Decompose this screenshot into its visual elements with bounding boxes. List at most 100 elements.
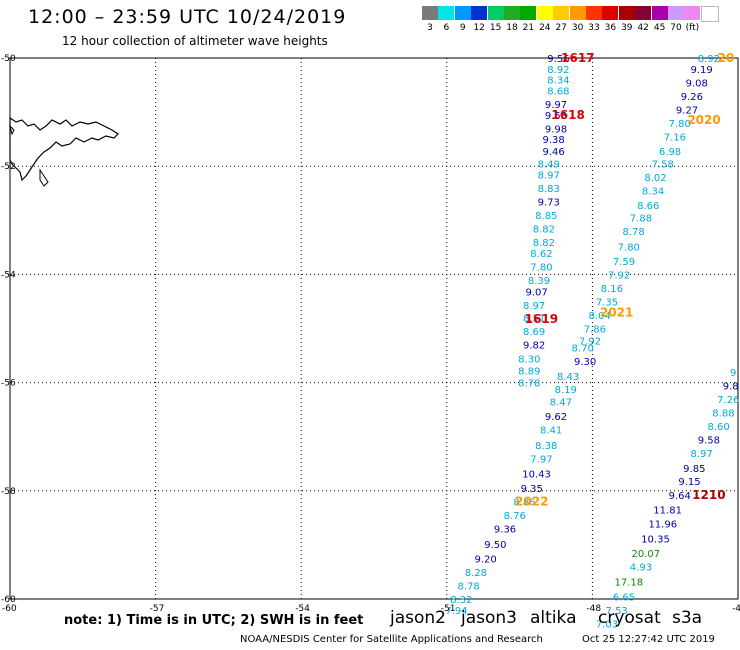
- colorbar-swatch: [520, 6, 537, 20]
- wave-height-value: 20.07: [631, 549, 660, 560]
- map-frame: [9, 57, 739, 600]
- map-subtitle: 12 hour collection of altimeter wave hei…: [62, 34, 328, 48]
- wave-height-value: 7.16: [664, 132, 686, 143]
- wave-height-value: 9.08: [686, 78, 708, 89]
- colorbar-swatch: [487, 6, 504, 20]
- wave-height-value: 8.70: [572, 343, 594, 354]
- wave-height-value: 8.78: [623, 227, 645, 238]
- wave-height-value: 8.34: [642, 187, 664, 198]
- wave-height-value: 8.86: [513, 498, 535, 509]
- wave-height-value: 8.02: [644, 173, 666, 184]
- satellite-s3a-label: s3a: [672, 608, 703, 628]
- wave-height-value: 9.82: [523, 341, 545, 352]
- colorbar-label: 15: [489, 23, 502, 33]
- colorbar-swatch: [536, 6, 553, 20]
- wave-height-value: 9.46: [542, 147, 564, 158]
- wave-height-value: 8.60: [707, 422, 729, 433]
- wave-height-value: 8.19: [555, 385, 577, 396]
- map-title: 12:00 – 23:59 UTC 10/24/2019: [28, 6, 347, 28]
- wave-height-value: 8.16: [601, 284, 623, 295]
- latitude-tick-label: -52: [1, 162, 16, 172]
- wave-height-value: 7.53: [606, 606, 628, 617]
- wave-height-value: 9.64: [669, 491, 691, 502]
- colorbar-label: 9: [459, 23, 466, 33]
- wave-height-value: 9.07: [525, 288, 547, 299]
- wave-height-value: 8.49: [538, 159, 560, 170]
- colorbar-label: 3: [427, 23, 433, 33]
- satellite-altika-label: altika: [530, 608, 577, 628]
- colorbar-label: 70: [670, 23, 682, 33]
- wave-height-value: 8.30: [518, 354, 540, 365]
- colorbar-label: 24: [539, 23, 551, 33]
- falkland-islands-outline: [9, 116, 119, 182]
- wave-height-value: 9.20: [474, 554, 496, 565]
- colorbar-swatch: [651, 6, 668, 20]
- colorbar-label: 18: [506, 23, 518, 33]
- wave-height-value: 11.96: [648, 519, 677, 530]
- wave-height-value: 8.78: [458, 581, 480, 592]
- colorbar-swatch: [700, 6, 719, 22]
- colorbar-swatch: [438, 6, 455, 20]
- colorbar-label: 39: [621, 23, 633, 33]
- colorbar-label: 33: [588, 23, 600, 33]
- wave-height-value: 8.41: [540, 426, 562, 437]
- latitude-tick-label: -60: [1, 595, 16, 605]
- longitude-tick-label: -60: [2, 604, 17, 614]
- footer-note: note: 1) Time is in UTC; 2) SWH is in fe…: [64, 613, 364, 628]
- colorbar-swatch: [684, 6, 701, 20]
- wave-height-value: 8.47: [550, 398, 572, 409]
- colorbar-swatch: [618, 6, 635, 20]
- wave-height-value: 10.35: [641, 534, 670, 545]
- pass-number-label: 1618: [551, 108, 584, 122]
- wave-height-value: 9.53: [545, 111, 567, 122]
- colorbar-swatch: [454, 6, 471, 20]
- colorbar-label: 36: [604, 23, 617, 33]
- wave-height-value: 9.38: [542, 135, 564, 146]
- wave-height-value: 9.50: [484, 540, 506, 551]
- wave-height-value: 9.30: [574, 357, 596, 368]
- longitude-tick-label: -45: [732, 604, 740, 614]
- wave-height-value: 8.04: [589, 311, 611, 322]
- colorbar-swatch: [471, 6, 488, 20]
- wave-height-value: 7.94: [445, 606, 467, 617]
- wave-height-value: 7.97: [530, 454, 552, 465]
- generation-timestamp: Oct 25 12:27:42 UTC 2019: [582, 634, 715, 645]
- wave-height-value: 9: [730, 368, 736, 379]
- wave-height-value: 8.97: [523, 301, 545, 312]
- satellite-cryosat-label: cryosat: [598, 608, 661, 628]
- wave-height-value: 17.18: [614, 578, 643, 589]
- wave-height-value: 9.36: [494, 525, 516, 536]
- satellite-jason3-label: jason3: [461, 608, 517, 628]
- latitude-tick-label: -56: [1, 379, 16, 389]
- wave-height-value: 9.58: [698, 435, 720, 446]
- wave-height-value: 8.68: [547, 86, 569, 97]
- colorbar-label: 45: [653, 23, 666, 33]
- colorbar-label: 12: [473, 23, 485, 33]
- wave-height-value: 8.32: [450, 595, 472, 606]
- wave-height-value: 7.86: [584, 325, 606, 336]
- island-outline: [9, 124, 15, 136]
- colorbar-label: 27: [555, 23, 567, 33]
- wave-height-value: 7.80: [530, 262, 552, 273]
- latitude-tick-label: -58: [1, 487, 16, 497]
- wave-height-value: 7.80: [618, 242, 640, 253]
- island-outline: [39, 168, 49, 187]
- colorbar-label: 42: [637, 23, 649, 33]
- wave-height-value: 9.27: [676, 105, 698, 116]
- wave-height-value: 8.39: [528, 276, 550, 287]
- pass-number-label: 20: [718, 51, 735, 65]
- wave-height-value: 8.85: [535, 211, 557, 222]
- colorbar-swatch: [668, 6, 684, 20]
- latitude-tick-label: -50: [1, 54, 16, 64]
- wave-height-value: 9.35: [521, 484, 543, 495]
- wave-height-value: 7.26: [717, 395, 739, 406]
- latitude-tick-label: -54: [1, 270, 16, 280]
- longitude-tick-label: -48: [586, 604, 601, 614]
- longitude-tick-label: -57: [150, 604, 165, 614]
- wave-height-value: 8.89: [518, 367, 540, 378]
- wave-height-value: 7.92: [608, 270, 630, 281]
- wave-height-value: 9.73: [538, 197, 560, 208]
- longitude-tick-label: -54: [295, 604, 310, 614]
